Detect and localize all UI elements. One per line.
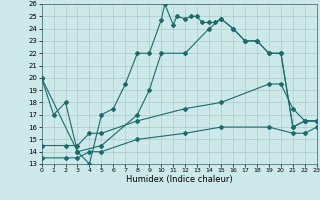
X-axis label: Humidex (Indice chaleur): Humidex (Indice chaleur) bbox=[126, 175, 233, 184]
